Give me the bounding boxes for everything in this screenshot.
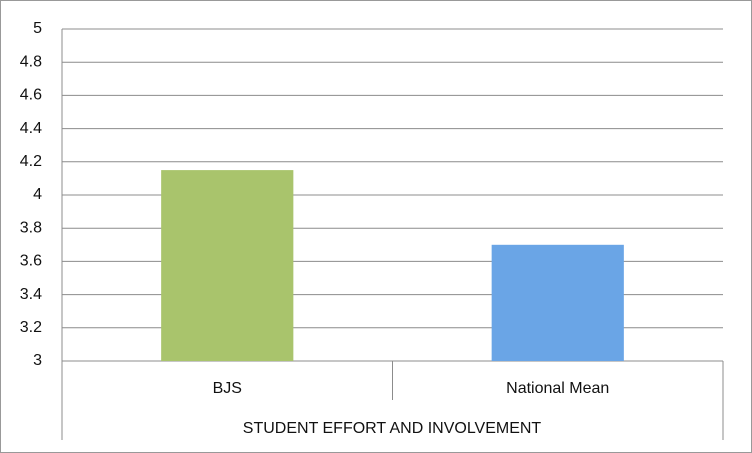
bar xyxy=(161,170,294,361)
y-tick-label: 4.4 xyxy=(20,120,42,137)
y-tick-label: 3.4 xyxy=(20,286,42,303)
y-tick-label: 3.2 xyxy=(20,319,42,336)
bar xyxy=(491,244,624,361)
y-tick-label: 3.6 xyxy=(20,253,42,270)
y-tick-label: 3.8 xyxy=(20,219,42,236)
y-tick-label: 4 xyxy=(33,186,42,203)
y-tick-label: 5 xyxy=(33,20,42,37)
x-axis-title: STUDENT EFFORT AND INVOLVEMENT xyxy=(243,420,542,437)
y-tick-label: 3 xyxy=(33,352,42,369)
x-tick-label: BJS xyxy=(213,380,242,397)
x-tick-label: National Mean xyxy=(506,380,609,397)
y-tick-label: 4.2 xyxy=(20,153,42,170)
y-tick-label: 4.6 xyxy=(20,87,42,104)
y-tick-label: 4.8 xyxy=(20,53,42,70)
